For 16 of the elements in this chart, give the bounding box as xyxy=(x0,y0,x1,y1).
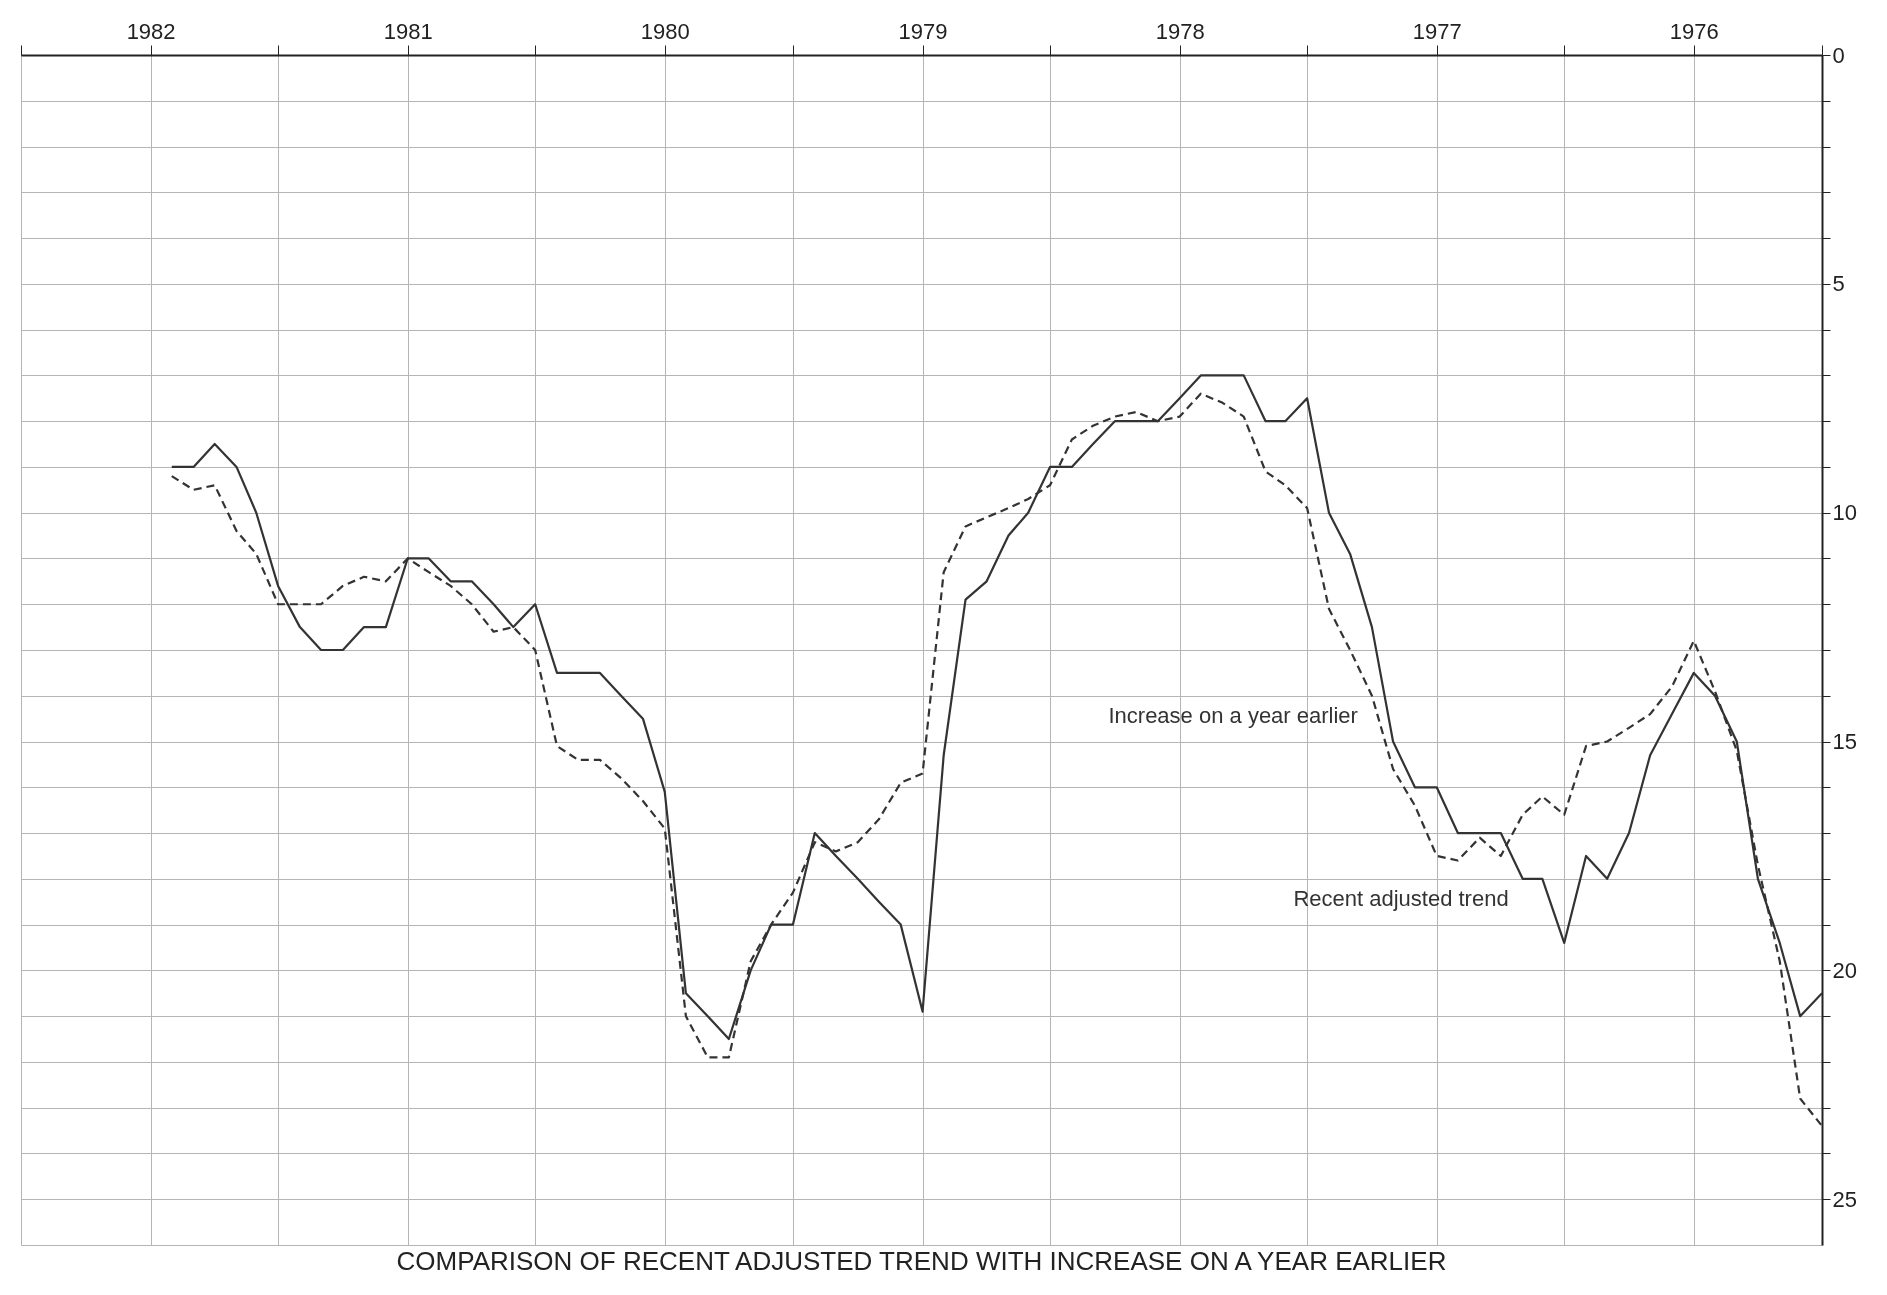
y-tick-label: 5 xyxy=(1832,271,1845,297)
y-tick-label: 25 xyxy=(1832,1186,1857,1212)
series-label: Recent adjusted trend xyxy=(1293,885,1509,911)
y-tick-label: 0 xyxy=(1832,42,1845,68)
y-tick-label: 15 xyxy=(1832,729,1857,755)
x-tick-label: 1980 xyxy=(640,18,690,44)
x-tick-label: 1979 xyxy=(898,18,948,44)
x-tick-label: 1982 xyxy=(126,18,176,44)
series-label: Increase on a year earlier xyxy=(1108,702,1358,728)
text: COMPARISON OF RECENT ADJUSTED TREND WITH INCREASE ON A YEAR EARLIER xyxy=(396,1246,1447,1276)
x-tick-label: 1976 xyxy=(1669,18,1719,44)
y-tick-label: 20 xyxy=(1832,957,1857,983)
x-tick-label: 1978 xyxy=(1155,18,1205,44)
y-tick-label: 10 xyxy=(1832,500,1857,526)
x-tick-label: 1981 xyxy=(383,18,433,44)
x-tick-label: 1977 xyxy=(1412,18,1462,44)
